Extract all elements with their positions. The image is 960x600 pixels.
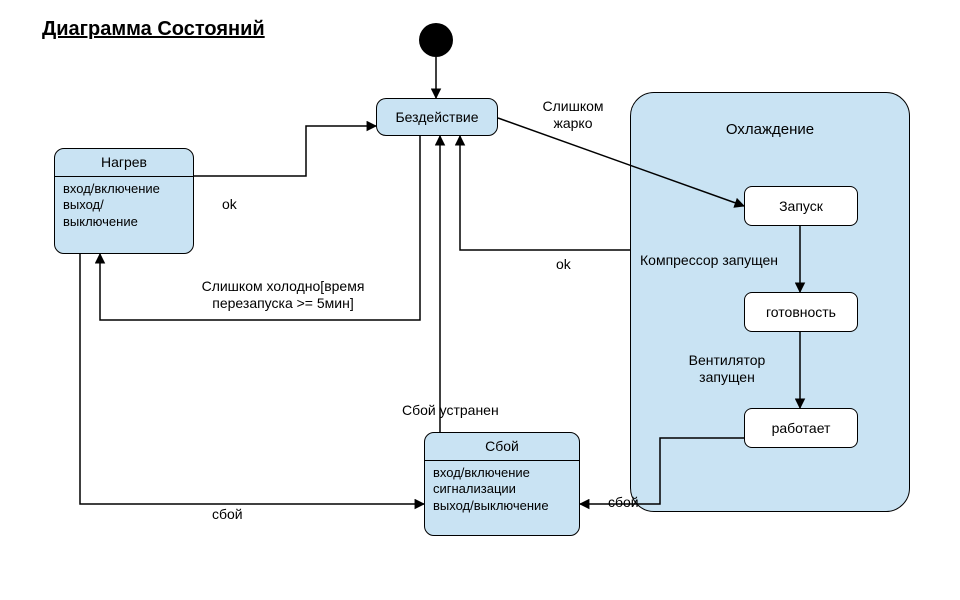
label-fail2: сбой bbox=[212, 506, 243, 523]
substate-ready: готовность bbox=[744, 292, 858, 332]
label-too-hot: Слишкомжарко bbox=[528, 98, 618, 132]
label-ok2: ok bbox=[556, 256, 571, 273]
title-text: Диаграмма Состояний bbox=[42, 18, 265, 40]
state-idle-label: Бездействие bbox=[395, 109, 478, 125]
label-fail1: сбой bbox=[608, 494, 639, 511]
state-heating: Нагрев вход/включениевыход/выключение bbox=[54, 148, 194, 254]
substate-ready-label: готовность bbox=[766, 304, 836, 320]
state-idle: Бездействие bbox=[376, 98, 498, 136]
edge-cooling-to-idle bbox=[460, 136, 630, 250]
label-compressor: Компрессор запущен bbox=[640, 252, 778, 269]
state-failure-body: вход/включениесигнализациивыход/выключен… bbox=[425, 461, 579, 520]
state-cooling-title: Охлаждение bbox=[631, 121, 909, 138]
substate-start-label: Запуск bbox=[779, 198, 823, 214]
label-ok1: ok bbox=[222, 196, 237, 213]
label-too-cold: Слишком холодно[времяперезапуска >= 5мин… bbox=[168, 278, 398, 312]
substate-start: Запуск bbox=[744, 186, 858, 226]
label-fixed: Сбой устранен bbox=[402, 402, 499, 419]
label-fan: Вентиляторзапущен bbox=[672, 352, 782, 386]
substate-running-label: работает bbox=[772, 420, 831, 436]
state-failure-title: Сбой bbox=[425, 433, 579, 460]
state-failure: Сбой вход/включениесигнализациивыход/вык… bbox=[424, 432, 580, 536]
state-heating-body: вход/включениевыход/выключение bbox=[55, 177, 193, 236]
diagram-canvas: Диаграмма Состояний Бездействие Нагрев в… bbox=[0, 0, 960, 600]
initial-state-icon bbox=[419, 23, 453, 57]
edge-heating-to-idle bbox=[194, 126, 376, 176]
substate-running: работает bbox=[744, 408, 858, 448]
state-heating-title: Нагрев bbox=[55, 149, 193, 176]
diagram-title: Диаграмма Состояний bbox=[42, 18, 265, 41]
